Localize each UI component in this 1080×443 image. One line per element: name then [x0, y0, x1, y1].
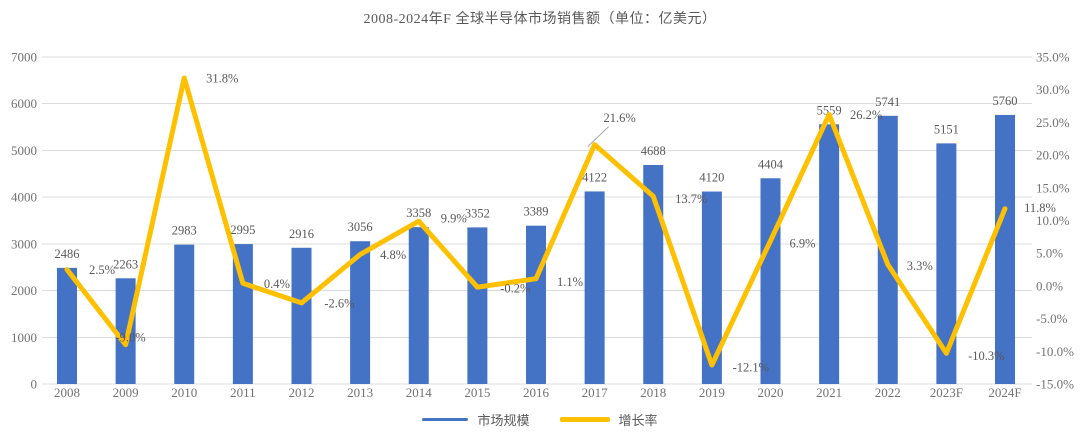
bar-2023F	[936, 143, 957, 384]
bar-value-label: 5151	[934, 122, 959, 136]
x-axis-label: 2014	[406, 385, 433, 400]
x-axis-label: 2008	[54, 385, 80, 400]
growth-rate-label: 1.1%	[557, 275, 583, 289]
bar-value-label: 3352	[465, 206, 490, 220]
x-axis-label: 2010	[171, 385, 197, 400]
x-axis-label: 2018	[640, 385, 666, 400]
growth-rate-label: 0.4%	[264, 277, 290, 291]
bar-value-label: 3389	[524, 205, 549, 219]
growth-rate-label: 26.2%	[850, 108, 882, 122]
bar-2013	[350, 241, 371, 384]
growth-rate-label: 2.5%	[89, 263, 115, 277]
bar-value-label: 4120	[699, 171, 724, 185]
bar-2022	[877, 115, 898, 384]
left-axis-tick: 1000	[11, 330, 37, 345]
x-axis-label: 2015	[464, 385, 490, 400]
right-axis-tick: 20.0%	[1036, 148, 1070, 163]
legend-item-growth-rate: 增长率	[559, 410, 658, 429]
bar-2020	[760, 178, 781, 384]
legend-label-market-size: 市场规模	[477, 413, 530, 428]
right-axis-tick: -10.0%	[1036, 344, 1074, 359]
chart-title: 2008-2024年F 全球半导体市场销售额（单位：亿美元）	[363, 12, 717, 27]
bar-2018	[643, 165, 664, 384]
left-axis-tick: 0	[31, 377, 38, 392]
x-axis-label: 2009	[113, 385, 139, 400]
x-axis-label: 2022	[875, 385, 901, 400]
left-axis-tick: 5000	[11, 143, 37, 158]
bar-2009	[115, 278, 136, 384]
bar-2024F	[995, 114, 1015, 384]
growth-rate-label: 6.9%	[789, 236, 815, 250]
right-axis-tick: 5.0%	[1036, 246, 1063, 261]
left-axis-tick: 6000	[11, 96, 37, 111]
market-size-legend-line-icon	[422, 418, 469, 421]
x-axis-label: 2012	[289, 385, 315, 400]
left-axis-tick: 4000	[11, 190, 37, 205]
legend-label-growth-rate: 增长率	[618, 413, 658, 428]
x-axis-label: 2020	[758, 385, 784, 400]
bar-value-label: 3056	[348, 220, 373, 234]
bar-value-label: 4688	[641, 144, 666, 158]
bar-2017	[584, 191, 605, 384]
chart-legend: 市场规模 增长率	[0, 410, 1080, 429]
bar-value-label: 4122	[582, 170, 607, 184]
right-axis-tick: 10.0%	[1036, 213, 1070, 228]
bar-value-label: 3358	[406, 206, 431, 220]
bar-value-label: 5741	[875, 95, 900, 109]
right-axis-tick: -15.0%	[1036, 377, 1074, 392]
growth-rate-label: -0.2%	[500, 282, 530, 296]
growth-rate-label: 4.8%	[380, 248, 406, 262]
bar-value-label: 5559	[817, 103, 842, 117]
growth-rate-label: -12.1%	[733, 361, 769, 375]
bar-2021	[819, 124, 840, 385]
bar-2012	[291, 247, 312, 384]
bar-value-label: 2486	[55, 247, 80, 261]
growth-rate-label: -9.0%	[116, 330, 146, 344]
x-axis-label: 2011	[230, 385, 256, 400]
bar-value-label: 2983	[172, 224, 197, 238]
left-axis-tick: 2000	[11, 283, 37, 298]
right-axis-tick: 25.0%	[1036, 115, 1070, 130]
bar-2008	[57, 267, 77, 384]
bar-2011	[232, 244, 253, 384]
x-axis-label: 2017	[582, 385, 609, 400]
growth-rate-label: 11.8%	[1024, 201, 1056, 215]
right-axis-tick: -5.0%	[1036, 311, 1068, 326]
x-axis-label: 2021	[816, 385, 842, 400]
bar-2010	[174, 244, 195, 384]
bar-value-label: 2916	[289, 227, 314, 241]
bar-2015	[467, 227, 488, 384]
bar-value-label: 2995	[230, 223, 255, 237]
growth-rate-label: 3.3%	[907, 259, 933, 273]
bar-2016	[526, 225, 546, 384]
growth-rate-legend-line-icon	[559, 417, 610, 422]
bar-value-label: 5760	[993, 94, 1018, 108]
callout-leader-line	[587, 126, 609, 147]
growth-rate-label: 9.9%	[441, 212, 467, 226]
x-axis-label: 2024F	[988, 385, 1021, 400]
bar-2019	[701, 191, 722, 384]
growth-rate-label: -2.6%	[324, 296, 354, 310]
bar-value-label: 4404	[758, 157, 784, 171]
x-axis-label: 2016	[523, 385, 550, 400]
right-axis-tick: 30.0%	[1036, 82, 1070, 97]
growth-rate-label: 31.8%	[206, 71, 238, 85]
legend-item-market-size: 市场规模	[422, 410, 530, 429]
right-axis-tick: 35.0%	[1036, 50, 1070, 65]
x-axis-label: 2023F	[930, 385, 963, 400]
left-axis-tick: 7000	[11, 50, 37, 65]
plot-area: 0 1000 2000 3000 4000 5000 6000 7000 35.0% 30.0% 2…	[11, 50, 1074, 401]
left-axis-tick: 3000	[11, 236, 37, 251]
right-axis-tick: 15.0%	[1036, 180, 1070, 195]
bar-2014	[408, 227, 429, 384]
x-axis-label: 2019	[699, 385, 725, 400]
growth-rate-label: 21.6%	[603, 111, 635, 125]
growth-rate-line	[64, 75, 1008, 368]
x-axis-label: 2013	[347, 385, 373, 400]
growth-rate-label: -10.3%	[968, 349, 1004, 363]
right-axis-tick: 0.0%	[1036, 278, 1063, 293]
growth-rate-label: 13.7%	[675, 192, 707, 206]
bar-value-label: 2263	[113, 257, 138, 271]
